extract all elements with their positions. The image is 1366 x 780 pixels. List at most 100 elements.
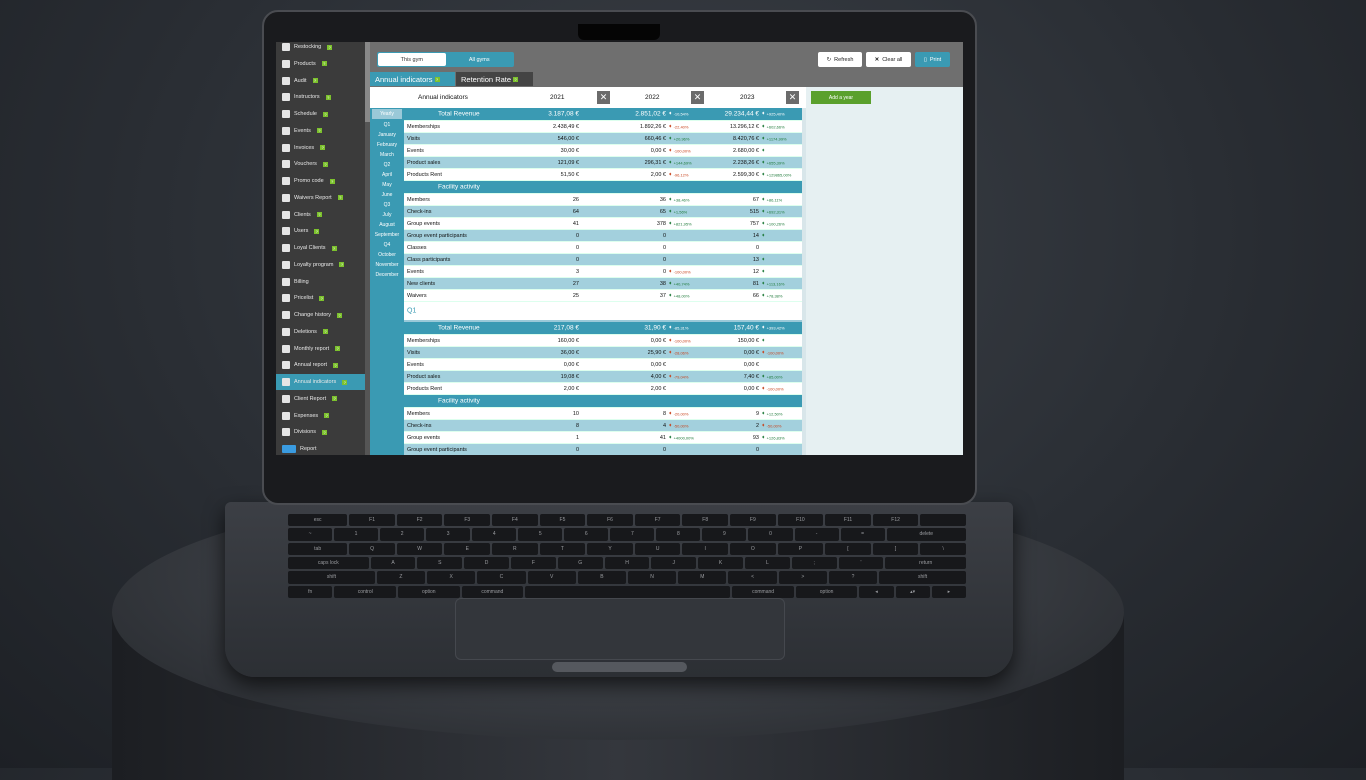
help-icon[interactable]: ? xyxy=(322,329,328,335)
help-icon[interactable]: ? xyxy=(337,195,343,201)
help-icon[interactable]: ? xyxy=(434,76,440,82)
period-january[interactable]: January xyxy=(378,132,396,138)
sidebar-item-audit[interactable]: Audit? xyxy=(276,73,365,89)
sidebar-item-products[interactable]: Products? xyxy=(276,56,365,72)
help-icon[interactable]: ? xyxy=(331,245,337,251)
gym-scope-toggle: This gym All gyms xyxy=(377,52,514,67)
help-icon[interactable]: ? xyxy=(312,78,318,83)
period-may[interactable]: May xyxy=(382,182,392,188)
help-icon[interactable]: ? xyxy=(320,145,326,150)
clear-all-button[interactable]: ✕ Clear all xyxy=(866,52,911,67)
change-indicator: ♦ -100,00% xyxy=(669,148,691,154)
sidebar-item-clients[interactable]: Clients? xyxy=(276,207,365,223)
period-q1[interactable]: Q1 xyxy=(383,122,391,128)
sidebar-item-events[interactable]: Events? xyxy=(276,123,365,139)
help-icon[interactable]: ? xyxy=(337,312,342,318)
arrow-down-icon: ♦ xyxy=(669,349,672,355)
tab-annual-indicators[interactable]: Annual indicators? xyxy=(370,72,455,86)
sidebar-item-client-report[interactable]: Client Report? xyxy=(276,391,365,407)
sidebar-item-deletions[interactable]: Deletions? xyxy=(276,324,365,340)
sidebar-item-divisions[interactable]: Divisions? xyxy=(276,424,365,440)
table-scrollbar[interactable] xyxy=(802,108,806,455)
sidebar-item-report[interactable]: Report xyxy=(276,441,365,455)
period-september[interactable]: September xyxy=(374,232,400,238)
help-icon[interactable]: ? xyxy=(342,379,348,385)
tab-retention-rate[interactable]: Retention Rate? xyxy=(456,72,533,86)
change-indicator: ♦ +48,00% xyxy=(669,293,689,299)
key: F4 xyxy=(492,514,538,527)
sidebar-item-change-history[interactable]: Change history? xyxy=(276,307,365,323)
sidebar-item-expenses[interactable]: Expenses? xyxy=(276,408,365,424)
help-icon[interactable]: ? xyxy=(319,295,325,301)
help-icon[interactable]: ? xyxy=(335,346,341,351)
period-july[interactable]: July xyxy=(382,212,392,218)
sidebar-item-vouchers[interactable]: Vouchers? xyxy=(276,156,365,172)
period-november[interactable]: November xyxy=(375,262,399,268)
key: L xyxy=(745,556,790,570)
key: option xyxy=(795,585,858,598)
sidebar-scroll-thumb[interactable] xyxy=(365,42,370,122)
value-2021: 8 xyxy=(575,422,579,429)
sidebar-item-label: Change history xyxy=(294,312,331,318)
value-2021: 0 xyxy=(575,446,579,453)
remove-year-2021-button[interactable]: ✕ xyxy=(597,91,610,104)
change-percent: +1174,99% xyxy=(766,136,787,141)
sidebar-item-loyalty-program[interactable]: Loyalty program? xyxy=(276,257,365,273)
period-june[interactable]: June xyxy=(381,192,393,198)
period-q2[interactable]: Q2 xyxy=(383,162,391,168)
all-gyms-option[interactable]: All gyms xyxy=(468,56,490,63)
help-icon[interactable]: ? xyxy=(316,212,322,217)
help-icon[interactable]: ? xyxy=(321,61,327,67)
help-icon[interactable]: ? xyxy=(329,178,335,184)
help-icon[interactable]: ? xyxy=(324,413,330,418)
period-q4[interactable]: Q4 xyxy=(383,242,391,248)
sidebar-item-annual-report[interactable]: Annual report? xyxy=(276,357,365,373)
sidebar-item-users[interactable]: Users? xyxy=(276,223,365,239)
period-december[interactable]: December xyxy=(375,272,399,278)
help-icon[interactable]: ? xyxy=(325,94,331,100)
key: F6 xyxy=(587,514,633,527)
table-row: Check-ins 64 65 515 ♦ +1,56% ♦ +692,31% xyxy=(404,206,802,218)
sidebar-item-schedule[interactable]: Schedule? xyxy=(276,106,365,122)
period-march[interactable]: March xyxy=(380,152,394,158)
period-october[interactable]: October xyxy=(378,252,396,258)
period-q3[interactable]: Q3 xyxy=(383,202,391,208)
period-april[interactable]: April xyxy=(381,172,392,178)
help-icon[interactable]: ? xyxy=(322,429,328,435)
sidebar-item-waivers-report[interactable]: Waivers Report? xyxy=(276,190,365,206)
help-icon[interactable]: ? xyxy=(327,44,333,50)
row-label: Facility activity xyxy=(438,183,480,191)
help-icon[interactable]: ? xyxy=(332,396,338,402)
help-icon[interactable]: ? xyxy=(322,111,328,117)
help-icon[interactable]: ? xyxy=(339,262,345,268)
print-button[interactable]: ▯ Print xyxy=(915,52,950,67)
sidebar-item-billing[interactable]: Billing xyxy=(276,274,365,290)
sidebar-item-loyal-clients[interactable]: Loyal Clients? xyxy=(276,240,365,256)
table-row: Members 26 36 67 ♦ +38,46% ♦ +86,11% xyxy=(404,194,802,206)
sidebar-item-instructors[interactable]: Instructors? xyxy=(276,89,365,105)
period-august[interactable]: August xyxy=(379,222,395,228)
help-icon[interactable]: ? xyxy=(322,161,328,167)
sidebar-item-monthly-report[interactable]: Monthly report? xyxy=(276,341,365,357)
period-yearly[interactable]: Yearly xyxy=(372,109,402,119)
remove-year-2022-button[interactable]: ✕ xyxy=(691,91,704,104)
refresh-button[interactable]: ↻ Refresh xyxy=(818,52,862,67)
key: 0 xyxy=(748,528,793,541)
sidebar-item-restocking[interactable]: Restocking? xyxy=(276,42,365,55)
remove-year-2023-button[interactable]: ✕ xyxy=(786,91,799,104)
help-icon[interactable]: ? xyxy=(333,362,339,368)
help-icon[interactable]: ? xyxy=(513,76,519,82)
arrow-down-icon: ♦ xyxy=(669,171,672,177)
sidebar-scrollbar[interactable] xyxy=(365,42,370,455)
help-icon[interactable]: ? xyxy=(314,228,320,234)
sidebar-item-annual-indicators[interactable]: Annual indicators? xyxy=(276,374,365,390)
period-february[interactable]: February xyxy=(376,142,397,148)
change-indicator: ♦ +602,66% xyxy=(762,124,785,130)
sidebar-item-invoices[interactable]: Invoices? xyxy=(276,140,365,156)
this-gym-option[interactable]: This gym xyxy=(378,53,446,66)
sidebar-item-promo-code[interactable]: Promo code? xyxy=(276,173,365,189)
value-2021: 51,50 € xyxy=(560,171,579,178)
add-year-button[interactable]: Add a year xyxy=(811,91,871,104)
help-icon[interactable]: ? xyxy=(316,128,322,134)
sidebar-item-pricelist[interactable]: Pricelist? xyxy=(276,290,365,306)
